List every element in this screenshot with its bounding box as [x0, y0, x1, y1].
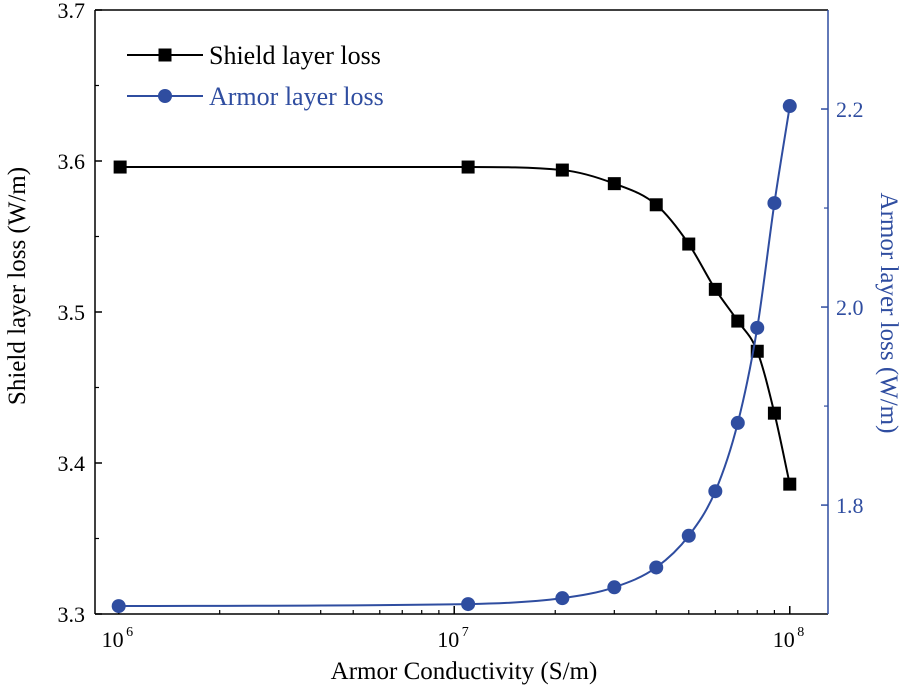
shield-layer-loss-point — [649, 198, 663, 212]
shield-layer-loss-point — [767, 406, 781, 420]
armor-layer-loss-point — [461, 597, 476, 612]
armor-layer-loss-point — [767, 196, 782, 211]
armor-layer-loss-point — [111, 599, 126, 614]
armor-layer-loss-point — [750, 320, 765, 335]
series-layer — [111, 99, 797, 614]
legend-shield-layer-loss-label: Shield layer loss — [209, 41, 381, 70]
armor-layer-loss-point — [782, 99, 797, 114]
x-tick-label: 10 — [437, 627, 459, 652]
shield-layer-loss-point — [555, 163, 569, 177]
shield-layer-loss-point — [682, 237, 696, 251]
armor-layer-loss-point — [555, 591, 570, 606]
armor-layer-loss-point — [730, 415, 745, 430]
armor-layer-loss-point — [649, 560, 664, 575]
armor-layer-loss-point — [681, 528, 696, 543]
y-right-tick-label: 1.8 — [836, 493, 864, 518]
legend-armor-layer-loss-label: Armor layer loss — [209, 82, 384, 111]
y-left-tick-label: 3.3 — [58, 602, 86, 627]
armor-layer-loss-point — [607, 580, 622, 595]
y-right-tick-label: 2.2 — [836, 97, 864, 122]
y-left-tick-label: 3.4 — [58, 451, 86, 476]
y-left-tick-label: 3.5 — [58, 300, 86, 325]
shield-layer-loss-point — [731, 314, 745, 328]
x-tick-label: 10 — [773, 627, 795, 652]
y-axis-title-right: Armor layer loss (W/m) — [875, 193, 902, 434]
shield-layer-loss-line — [120, 166, 791, 485]
y-right-tick-label: 2.0 — [836, 295, 864, 320]
shield-layer-loss-point — [708, 282, 722, 296]
y-left-tick-label: 3.7 — [58, 0, 86, 23]
x-axis-title: Armor Conductivity (S/m) — [331, 658, 598, 685]
axes: 3.33.43.53.63.71.82.02.210 6 10 7 10 8 — [58, 0, 864, 652]
y-left-tick-label: 3.6 — [58, 149, 86, 174]
shield-layer-loss-point — [461, 160, 475, 174]
x-tick-exponent: 7 — [462, 625, 469, 640]
shield-layer-loss-point — [783, 477, 797, 491]
x-tick-exponent: 6 — [126, 625, 133, 640]
y-axis-title-left: Shield layer loss (W/m) — [4, 167, 31, 405]
legend: Shield layer loss Armor layer loss — [127, 41, 384, 111]
x-tick-label: 10 — [102, 627, 124, 652]
armor-layer-loss-point — [708, 484, 723, 499]
legend-shield-layer-loss-marker — [158, 48, 172, 62]
shield-layer-loss-point — [607, 177, 621, 191]
legend-armor-layer-loss-marker — [158, 89, 172, 103]
shield-layer-loss-point — [113, 160, 127, 174]
x-tick-exponent: 8 — [797, 625, 804, 640]
